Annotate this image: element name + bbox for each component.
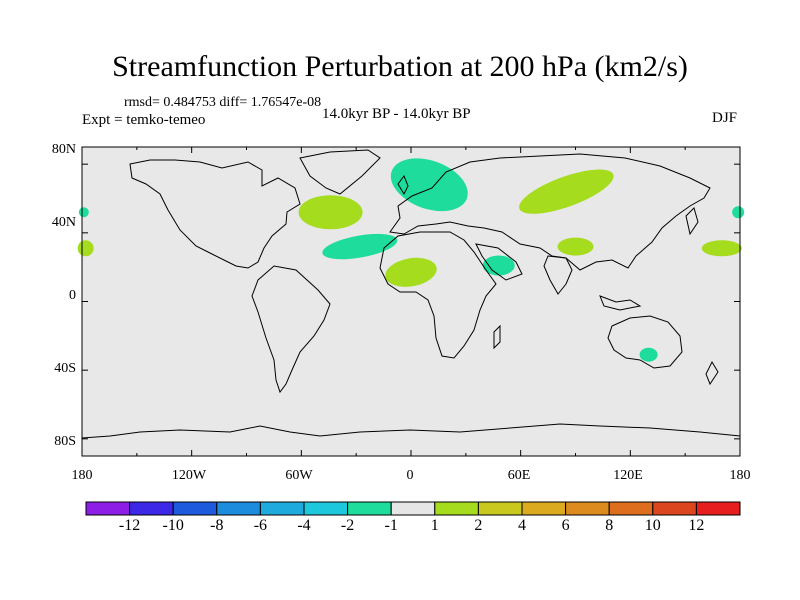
- colorbar-box-3: [216, 501, 261, 516]
- colorbar-label-8: 2: [474, 517, 483, 534]
- colorbar-label-10: 6: [561, 517, 570, 534]
- lon-label-0: 0: [406, 468, 414, 483]
- coastline-japan: [685, 207, 699, 236]
- colorbar-box-2: [172, 501, 218, 516]
- coastline-north-america: [129, 159, 301, 269]
- contour-region-5: [482, 255, 515, 276]
- lat-label-80n: 80N: [51, 142, 76, 157]
- colorbar: [85, 501, 741, 516]
- coastline-india: [543, 255, 573, 295]
- statistics-label: rmsd= 0.484753 diff= 1.76547e-08: [124, 95, 322, 110]
- colorbar-box-8: [434, 501, 479, 516]
- colorbar-box-12: [608, 501, 654, 516]
- coastline-eurasia: [389, 153, 711, 271]
- colorbar-box-4: [259, 501, 305, 516]
- colorbar-label-5: -2: [340, 517, 355, 534]
- colorbar-box-11: [565, 501, 610, 516]
- axis-ticks: [81, 147, 741, 456]
- colorbar-box-13: [652, 501, 697, 516]
- lon-label-120w: 120W: [171, 468, 207, 483]
- contour-region-7: [701, 240, 742, 257]
- contour-region-3: [322, 233, 398, 260]
- chart-title: Streamfunction Perturbation at 200 hPa (…: [112, 50, 688, 83]
- lon-label-60w: 60W: [285, 468, 313, 483]
- colorbar-label-12: 10: [644, 517, 661, 534]
- coastline-australia: [607, 315, 683, 369]
- lon-label-180e: 180: [729, 468, 751, 483]
- coastline-arabia: [475, 243, 523, 281]
- coastline-south-america: [251, 265, 331, 394]
- coastline-greenland: [299, 149, 381, 195]
- contour-region-0: [298, 195, 363, 230]
- contour-region-10: [78, 207, 89, 218]
- contour-layer: [77, 158, 745, 362]
- lon-label-60e: 60E: [507, 468, 531, 483]
- colorbar-box-1: [129, 501, 174, 516]
- lon-label-180w: 180: [71, 468, 93, 483]
- contour-region-2: [519, 169, 614, 214]
- coastlines: [81, 149, 741, 439]
- colorbar-label-0: -12: [118, 517, 141, 534]
- lon-label-120e: 120E: [613, 468, 643, 483]
- period-label: 14.0kyr BP - 14.0kyr BP: [322, 106, 471, 122]
- colorbar-box-7: [390, 501, 436, 516]
- colorbar-box-14: [695, 501, 741, 516]
- lat-label-40s: 40S: [54, 361, 76, 376]
- contour-region-4: [385, 257, 437, 287]
- colorbar-box-10: [521, 501, 567, 516]
- colorbar-box-9: [477, 501, 523, 516]
- experiment-label: Expt = temko-temeo: [82, 112, 206, 128]
- contour-region-6: [557, 237, 594, 256]
- colorbar-label-13: 12: [688, 517, 705, 534]
- contour-region-9: [732, 206, 745, 219]
- lat-label-80s: 80S: [54, 434, 76, 449]
- colorbar-label-9: 4: [518, 517, 526, 534]
- contour-region-8: [77, 240, 94, 257]
- coastline-antarctica: [81, 423, 741, 439]
- colorbar-label-2: -8: [210, 517, 224, 534]
- coastline-britain: [397, 174, 409, 196]
- coastline-indonesia: [599, 295, 642, 311]
- colorbar-label-11: 8: [605, 517, 614, 534]
- colorbar-label-4: -4: [297, 517, 311, 534]
- coastline-africa: [379, 231, 497, 359]
- colorbar-box-0: [85, 501, 131, 516]
- coastline-madagascar: [493, 324, 501, 350]
- colorbar-label-7: 1: [430, 517, 439, 534]
- coastline-new-zealand: [705, 360, 719, 386]
- colorbar-label-3: -6: [253, 517, 268, 534]
- colorbar-label-1: -10: [162, 517, 184, 534]
- colorbar-box-5: [303, 501, 349, 516]
- colorbar-box-6: [347, 501, 392, 516]
- season-label: DJF: [712, 110, 738, 126]
- contour-region-11: [639, 347, 658, 362]
- lat-label-0: 0: [69, 288, 76, 303]
- colorbar-label-6: -1: [384, 517, 398, 534]
- lat-label-40n: 40N: [51, 215, 76, 230]
